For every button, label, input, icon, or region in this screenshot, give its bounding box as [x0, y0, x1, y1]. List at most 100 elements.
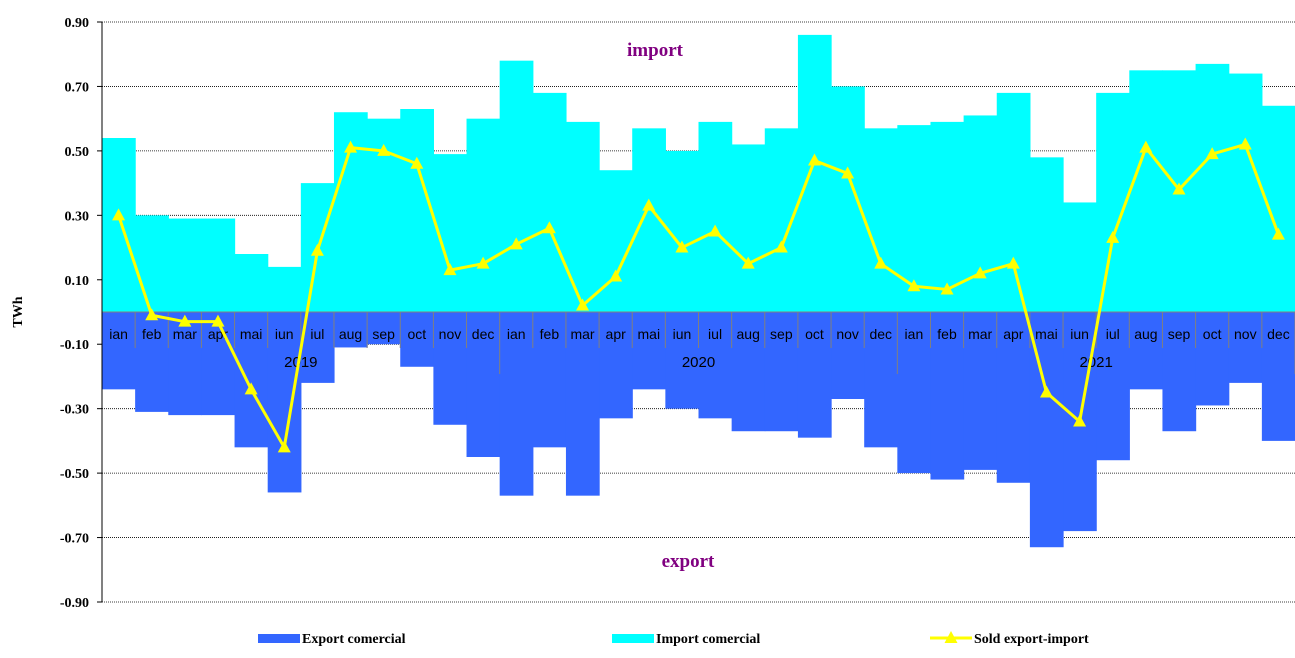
- y-axis-label: TWh: [11, 296, 26, 327]
- y-tick-label: 0.50: [65, 145, 90, 160]
- category-label: ian: [905, 326, 924, 342]
- export-bar: [201, 312, 236, 416]
- category-label: ian: [109, 326, 128, 342]
- y-tick-label: -0.10: [60, 338, 89, 353]
- balance-marker: [1205, 147, 1219, 160]
- export-bar: [565, 312, 600, 496]
- import-bar: [1129, 70, 1164, 312]
- balance-marker: [907, 279, 921, 292]
- category-label: ian: [507, 326, 526, 342]
- export-bar: [632, 312, 666, 390]
- export-bar: [599, 312, 633, 419]
- import-bar: [400, 109, 434, 312]
- balance-marker: [642, 198, 656, 211]
- export-bar: [1195, 312, 1230, 406]
- balance-marker: [841, 166, 855, 179]
- legend-marker: [944, 631, 958, 643]
- legend-label: Import comercial: [656, 632, 760, 647]
- export-bar: [963, 312, 998, 470]
- balance-marker: [1139, 140, 1153, 153]
- import-bar: [963, 115, 998, 312]
- balance-marker: [874, 256, 888, 269]
- category-label: iun: [1070, 326, 1089, 342]
- export-bar: [367, 312, 401, 345]
- y-tick-label: 0.10: [65, 274, 90, 289]
- import-bar: [1029, 157, 1064, 312]
- import-bar: [499, 60, 534, 312]
- export-bar: [466, 312, 501, 457]
- export-area: [102, 312, 1295, 548]
- export-bar: [1162, 312, 1197, 432]
- import-bar: [797, 34, 832, 313]
- y-tick-label: -0.70: [60, 532, 89, 547]
- category-label: feb: [937, 326, 957, 342]
- export-bar: [1129, 312, 1164, 390]
- export-bar: [234, 312, 269, 448]
- balance-marker: [476, 256, 490, 269]
- import-bar: [201, 218, 236, 312]
- import-bar: [599, 170, 633, 312]
- balance-marker: [1238, 137, 1252, 150]
- balance-marker: [774, 240, 788, 253]
- category-label: dec: [869, 326, 892, 342]
- category-label: sep: [1168, 326, 1191, 342]
- import-bar: [996, 92, 1031, 312]
- export-bar: [1096, 312, 1130, 461]
- category-label: nov: [439, 326, 462, 342]
- balance-marker: [509, 237, 523, 250]
- year-label: 2020: [682, 354, 715, 371]
- export-bar: [764, 312, 799, 432]
- export-bar: [102, 312, 136, 390]
- category-label: feb: [142, 326, 162, 342]
- balance-marker: [741, 256, 755, 269]
- category-label: mai: [1035, 326, 1058, 342]
- balance-marker: [542, 221, 556, 234]
- import-area: [102, 34, 1295, 313]
- category-label: aug: [1134, 326, 1157, 342]
- balance-marker: [410, 156, 424, 169]
- category-label: feb: [540, 326, 560, 342]
- year-label: 2021: [1079, 354, 1112, 371]
- balance-marker: [807, 153, 821, 166]
- import-bar: [864, 128, 898, 312]
- category-label: apr: [1003, 326, 1024, 342]
- category-label: iul: [1106, 326, 1120, 342]
- import-bar: [831, 86, 865, 312]
- export-bar: [797, 312, 832, 438]
- category-label: sep: [372, 326, 395, 342]
- category-label: nov: [1234, 326, 1257, 342]
- y-tick-label: -0.50: [60, 467, 89, 482]
- export-bar: [135, 312, 169, 412]
- export-bar: [333, 312, 368, 348]
- balance-marker: [576, 298, 590, 311]
- y-tick-label: 0.70: [65, 80, 90, 95]
- legend-swatch: [258, 634, 300, 643]
- y-tick-label: 0.90: [65, 16, 90, 31]
- import-bar: [1261, 105, 1295, 313]
- export-bar: [698, 312, 733, 419]
- category-label: aug: [737, 326, 760, 342]
- export-bar: [267, 312, 302, 493]
- export-bar: [168, 312, 203, 416]
- balance-marker: [310, 243, 324, 256]
- export-bar: [731, 312, 766, 432]
- balance-marker: [244, 382, 258, 395]
- category-label: mar: [570, 326, 594, 342]
- import-bar: [267, 266, 302, 312]
- legend-label: Sold export-import: [974, 632, 1089, 647]
- import-bar: [731, 144, 766, 312]
- category-label: sep: [770, 326, 793, 342]
- category-label: mar: [173, 326, 197, 342]
- year-label: 2019: [284, 354, 317, 371]
- category-label: oct: [1203, 326, 1222, 342]
- balance-marker: [145, 308, 159, 321]
- import-bar: [698, 121, 733, 312]
- balance-marker: [1172, 182, 1186, 195]
- balance-marker: [708, 224, 722, 237]
- balance-marker: [1006, 256, 1020, 269]
- balance-marker: [377, 143, 391, 156]
- export-bar: [831, 312, 865, 399]
- category-label: mai: [638, 326, 661, 342]
